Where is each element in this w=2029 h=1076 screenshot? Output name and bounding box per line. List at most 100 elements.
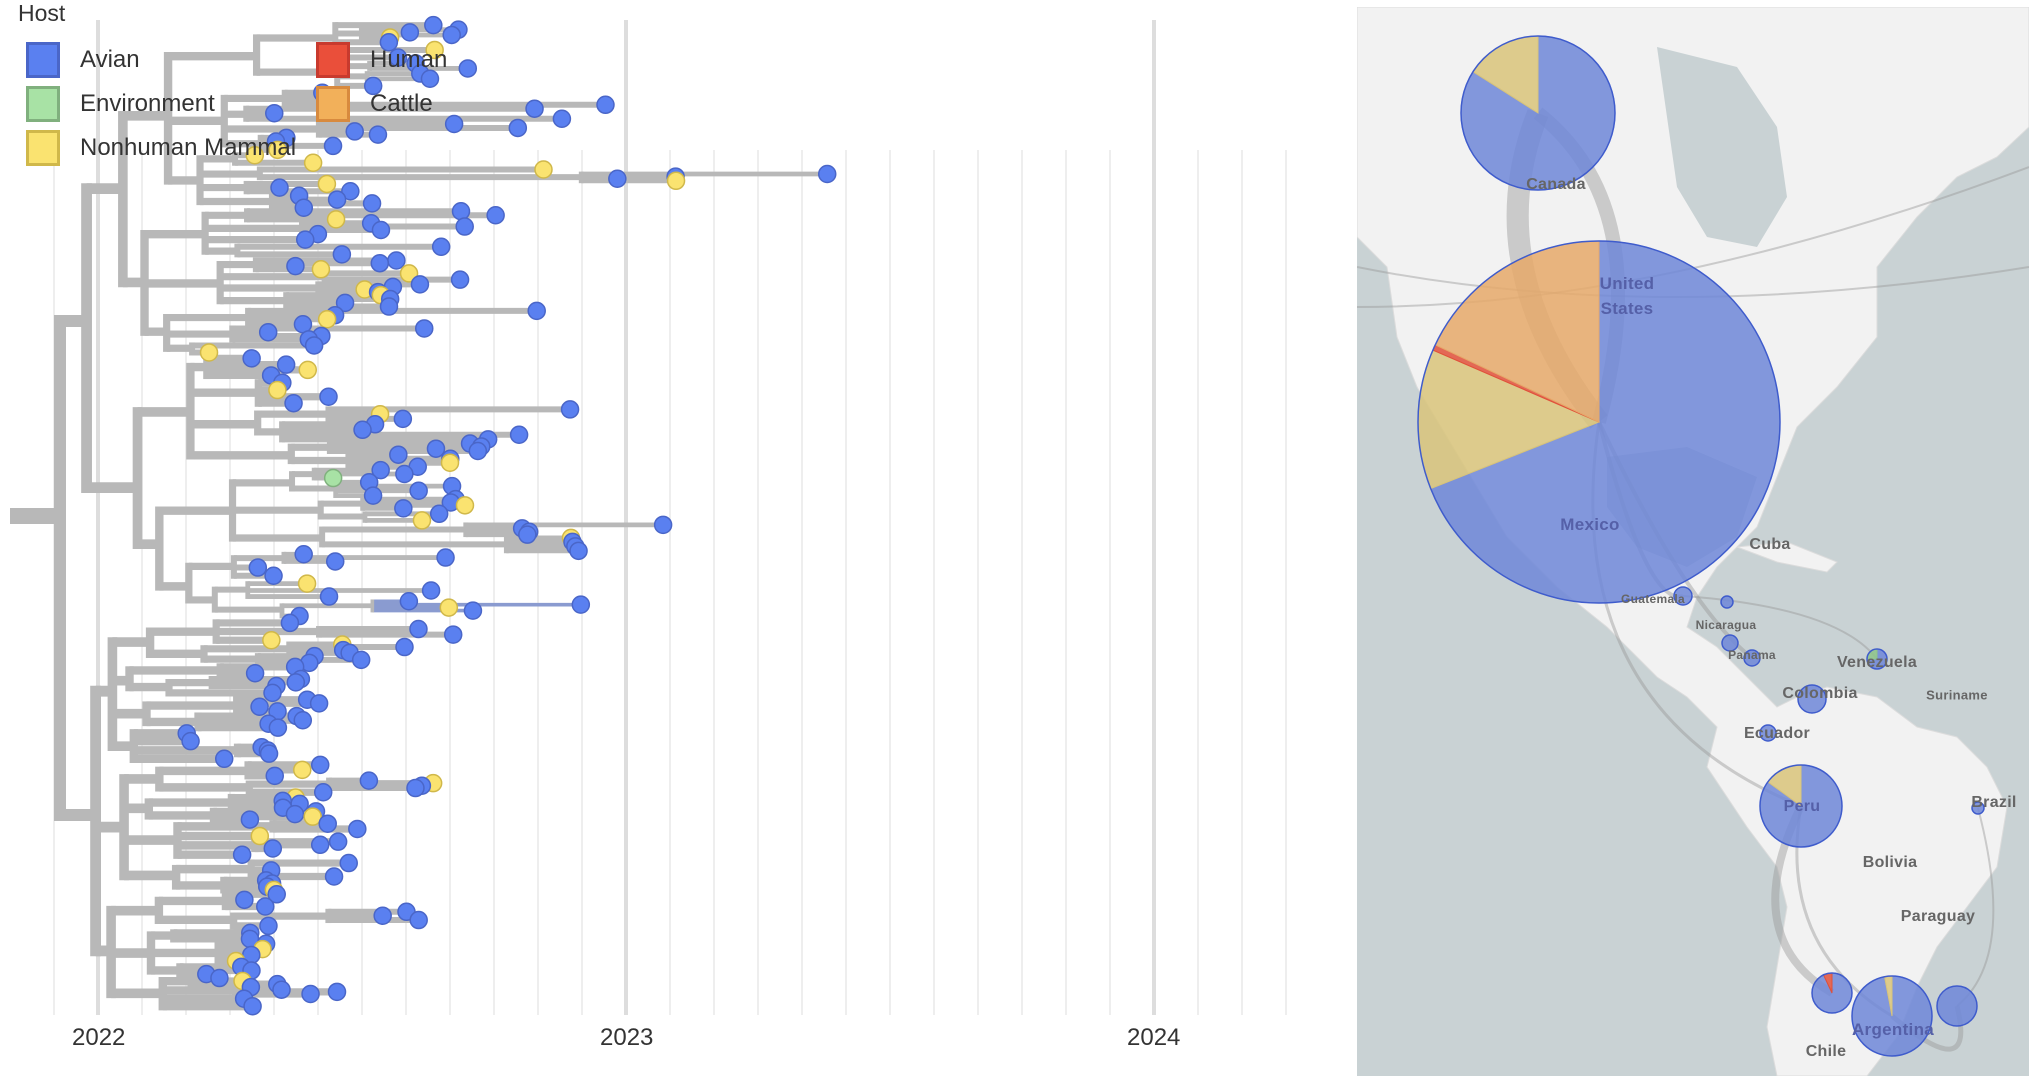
tip-avian[interactable]: [309, 694, 329, 713]
tip-avian[interactable]: [458, 59, 478, 78]
tip-avian[interactable]: [327, 982, 347, 1002]
pie-colombia[interactable]: [1797, 684, 1827, 714]
tip-avian[interactable]: [353, 420, 372, 440]
tip-avian[interactable]: [245, 663, 265, 683]
tip-avian[interactable]: [373, 906, 392, 925]
tip-avian[interactable]: [265, 766, 284, 786]
tip-nonhuman-mammal[interactable]: [412, 511, 432, 530]
tip-avian[interactable]: [339, 853, 358, 873]
tip-avian[interactable]: [181, 731, 200, 751]
tip-avian[interactable]: [424, 15, 443, 35]
tip-avian[interactable]: [318, 814, 337, 833]
tip-avian[interactable]: [335, 293, 355, 313]
map-canvas[interactable]: [1357, 7, 2029, 1076]
tip-avian[interactable]: [268, 718, 288, 737]
legend-item-avian[interactable]: Avian: [26, 42, 140, 78]
tip-avian[interactable]: [259, 916, 278, 936]
tip-avian[interactable]: [468, 441, 488, 461]
tip-avian[interactable]: [371, 460, 390, 480]
tip-nonhuman-mammal[interactable]: [298, 360, 318, 380]
tip-avian[interactable]: [327, 190, 347, 209]
tip-avian[interactable]: [348, 819, 367, 839]
tip-avian[interactable]: [272, 980, 291, 999]
tip-nonhuman-mammal[interactable]: [326, 210, 346, 229]
tip-nonhuman-mammal[interactable]: [317, 309, 337, 329]
tip-avian[interactable]: [285, 804, 305, 824]
pie-panama[interactable]: [1743, 649, 1761, 667]
tip-avian[interactable]: [653, 515, 673, 535]
tip-avian[interactable]: [214, 749, 234, 769]
tip-avian[interactable]: [527, 301, 546, 321]
tip-nonhuman-mammal[interactable]: [268, 380, 287, 400]
tip-avian[interactable]: [256, 897, 275, 916]
tip-avian[interactable]: [518, 525, 537, 544]
tip-nonhuman-mammal[interactable]: [317, 174, 337, 194]
tip-nonhuman-mammal[interactable]: [303, 153, 323, 172]
tip-avian[interactable]: [393, 409, 413, 429]
pie-guatemala[interactable]: [1673, 586, 1693, 606]
pie-ecuador[interactable]: [1759, 724, 1777, 742]
tip-avian[interactable]: [319, 387, 338, 406]
tip-avian[interactable]: [560, 400, 580, 419]
tip-avian[interactable]: [325, 552, 345, 571]
tip-avian[interactable]: [509, 425, 529, 444]
tip-avian[interactable]: [442, 25, 461, 45]
tip-avian[interactable]: [264, 566, 283, 586]
tip-avian[interactable]: [596, 95, 615, 115]
tip-avian[interactable]: [431, 237, 451, 256]
tip-avian[interactable]: [379, 297, 399, 316]
tip-avian[interactable]: [414, 319, 434, 338]
tip-avian[interactable]: [817, 164, 837, 184]
tip-avian[interactable]: [351, 650, 371, 670]
tip-nonhuman-mammal[interactable]: [311, 260, 331, 279]
tip-avian[interactable]: [259, 744, 279, 763]
tip-avian[interactable]: [242, 349, 261, 368]
tip-avian[interactable]: [363, 486, 383, 505]
tip-avian[interactable]: [429, 504, 449, 524]
tree-canvas[interactable]: [0, 0, 1345, 1076]
tip-avian[interactable]: [293, 710, 313, 730]
tip-nonhuman-mammal[interactable]: [297, 574, 317, 593]
tip-nonhuman-mammal[interactable]: [262, 631, 281, 650]
legend-item-nonhuman-mammal[interactable]: Nonhuman Mammal: [26, 130, 296, 166]
tip-avian[interactable]: [486, 206, 505, 225]
tip-avian[interactable]: [250, 697, 269, 717]
tip-avian[interactable]: [304, 336, 324, 355]
tip-avian[interactable]: [371, 220, 391, 240]
tip-nonhuman-mammal[interactable]: [399, 264, 419, 283]
tip-avian[interactable]: [395, 637, 414, 657]
tip-avian[interactable]: [363, 76, 383, 96]
tip-avian[interactable]: [295, 230, 315, 249]
tip-avian[interactable]: [310, 755, 330, 775]
tip-avian[interactable]: [286, 673, 306, 692]
tip-avian[interactable]: [426, 439, 446, 458]
tip-avian[interactable]: [394, 499, 413, 518]
tip-avian[interactable]: [345, 122, 364, 141]
tip-avian[interactable]: [608, 169, 627, 188]
tip-avian[interactable]: [389, 445, 408, 464]
tip-environment[interactable]: [323, 468, 343, 488]
tip-avian[interactable]: [243, 996, 262, 1016]
tip-avian[interactable]: [525, 99, 544, 118]
tip-avian[interactable]: [235, 890, 254, 910]
tip-avian[interactable]: [240, 810, 260, 829]
pie-venezuela[interactable]: [1866, 648, 1888, 670]
tip-avian[interactable]: [313, 782, 333, 802]
tip-avian[interactable]: [319, 587, 339, 606]
map-panel[interactable]: Canada United States Mexico Cuba Guatema…: [1357, 7, 2029, 1076]
tip-avian[interactable]: [267, 885, 286, 904]
tip-avian[interactable]: [370, 253, 390, 273]
tip-avian[interactable]: [569, 541, 588, 561]
tip-avian[interactable]: [301, 984, 320, 1004]
pie-brazil[interactable]: [1971, 801, 1985, 815]
tip-nonhuman-mammal[interactable]: [425, 40, 444, 60]
pie-chile[interactable]: [1811, 972, 1853, 1014]
tip-avian[interactable]: [362, 194, 382, 213]
tip-avian[interactable]: [387, 251, 406, 270]
tip-avian[interactable]: [323, 136, 343, 156]
tip-avian[interactable]: [263, 683, 282, 703]
tip-avian[interactable]: [436, 548, 455, 567]
tip-avian[interactable]: [406, 778, 425, 798]
pie-united-states[interactable]: [1417, 240, 1781, 604]
tip-nonhuman-mammal[interactable]: [199, 343, 219, 362]
